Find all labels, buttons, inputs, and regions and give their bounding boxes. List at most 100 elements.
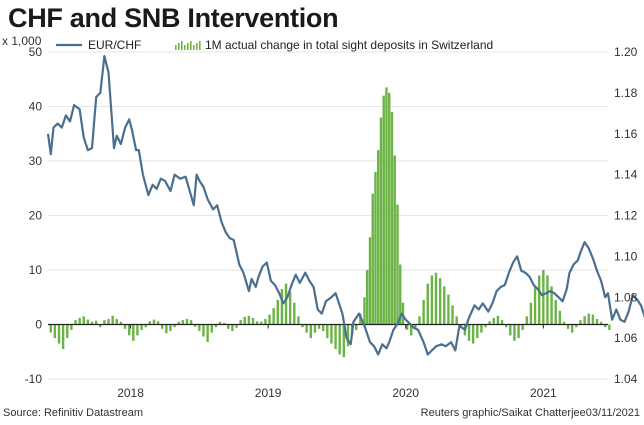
- deposit-bar: [342, 324, 346, 358]
- deposit-bar: [583, 316, 586, 325]
- deposit-bar: [382, 95, 385, 325]
- deposit-bar: [377, 150, 380, 325]
- deposit-bar: [385, 87, 388, 325]
- legend-bar-tick: [175, 45, 177, 50]
- deposit-bar: [305, 324, 308, 333]
- deposit-bar: [127, 324, 131, 336]
- deposit-bar: [604, 324, 607, 328]
- legend-label-eurchf: EUR/CHF: [88, 38, 141, 52]
- deposit-bar: [418, 316, 421, 325]
- x-tick-label: 2020: [392, 386, 419, 400]
- legend-bar-tick: [193, 45, 195, 50]
- legend-bar-swatch: [175, 41, 201, 50]
- deposit-bar: [379, 117, 383, 325]
- deposit-bar: [390, 111, 394, 325]
- deposit-bar: [368, 237, 372, 325]
- deposit-bar: [235, 324, 238, 328]
- deposit-bar: [542, 270, 545, 325]
- deposit-bar: [177, 321, 180, 325]
- deposit-bar: [355, 324, 358, 330]
- left-tick-label: -10: [25, 372, 43, 386]
- deposit-bar: [272, 308, 275, 325]
- deposit-bar: [476, 324, 479, 339]
- x-axis-ticks: 2018 2019 2020 2021: [117, 324, 557, 400]
- left-tick-label: 30: [29, 154, 43, 168]
- deposit-bar: [317, 324, 321, 329]
- deposit-bar: [430, 275, 434, 325]
- right-tick-label: 1.20: [614, 45, 638, 59]
- eurchf-line: [46, 55, 644, 356]
- deposit-bar: [280, 289, 284, 325]
- x-tick-label: 2018: [117, 386, 144, 400]
- deposit-bar: [132, 324, 135, 341]
- right-tick-label: 1.08: [614, 290, 638, 304]
- deposit-bar: [438, 278, 442, 325]
- deposit-bar: [422, 299, 425, 325]
- deposit-bar: [374, 171, 377, 325]
- deposit-bar: [595, 319, 599, 325]
- deposit-bar: [210, 324, 213, 333]
- legend-label-deposits: 1M actual change in total sight deposits…: [205, 38, 493, 52]
- deposit-bar: [61, 324, 65, 350]
- deposit-bar: [326, 324, 329, 339]
- left-axis-unit-label: x 1,000: [2, 34, 42, 48]
- deposit-bar: [434, 272, 438, 325]
- deposit-bar: [94, 320, 98, 325]
- deposit-bar: [152, 319, 156, 325]
- deposit-bar: [107, 319, 110, 325]
- deposit-bar: [218, 321, 222, 325]
- deposit-bar: [608, 324, 611, 330]
- deposit-bar: [169, 324, 172, 332]
- deposit-bar: [222, 322, 226, 325]
- right-tick-label: 1.12: [614, 209, 638, 223]
- deposit-bar: [525, 316, 529, 325]
- deposit-bar: [517, 324, 520, 339]
- deposit-bar: [301, 324, 304, 328]
- left-tick-label: 0: [35, 318, 42, 332]
- deposit-bar: [103, 320, 106, 325]
- deposit-bar: [86, 319, 90, 325]
- deposit-bar: [161, 324, 164, 329]
- x-tick-label: 2019: [255, 386, 282, 400]
- deposit-bar: [538, 275, 541, 325]
- deposit-bar: [239, 320, 242, 325]
- deposit-bar: [231, 324, 234, 332]
- deposit-bar: [260, 321, 263, 325]
- deposit-bar: [455, 316, 458, 325]
- deposit-bar: [78, 317, 81, 325]
- deposit-bar: [119, 321, 123, 325]
- deposit-bar: [401, 302, 405, 325]
- deposit-bar: [480, 324, 483, 333]
- deposit-bar: [388, 92, 391, 325]
- right-tick-label: 1.16: [614, 127, 638, 141]
- right-tick-label: 1.06: [614, 331, 638, 345]
- deposit-bar: [443, 286, 446, 325]
- deposit-bar: [198, 324, 201, 332]
- deposit-bar: [288, 291, 292, 325]
- right-axis-ticks: 1.04 1.06 1.08 1.10 1.12 1.14 1.16 1.18 1.20: [614, 45, 638, 386]
- deposit-bar: [591, 314, 595, 325]
- deposit-bar: [513, 324, 516, 341]
- right-tick-label: 1.14: [614, 168, 638, 182]
- deposit-bar: [123, 324, 127, 329]
- deposit-bar: [414, 324, 417, 329]
- deposit-bar: [115, 319, 118, 325]
- deposit-bar: [338, 324, 341, 355]
- deposit-bars: [49, 87, 611, 358]
- deposit-bar: [426, 283, 429, 325]
- left-tick-label: 40: [29, 100, 43, 114]
- deposit-bar: [293, 302, 296, 325]
- x-tick-label: 2021: [530, 386, 557, 400]
- deposit-bar: [509, 324, 512, 336]
- deposit-bar: [70, 324, 73, 330]
- deposit-bar: [74, 320, 77, 325]
- deposit-bar: [90, 321, 94, 325]
- deposit-bar: [297, 316, 300, 325]
- deposit-bar: [99, 324, 102, 328]
- deposit-bar: [57, 324, 61, 344]
- right-tick-label: 1.18: [614, 86, 638, 100]
- deposit-bar: [533, 286, 537, 325]
- deposit-bar: [410, 324, 413, 336]
- legend-bar-tick: [199, 41, 201, 50]
- legend: EUR/CHF 1M actual change in total sight …: [56, 38, 493, 52]
